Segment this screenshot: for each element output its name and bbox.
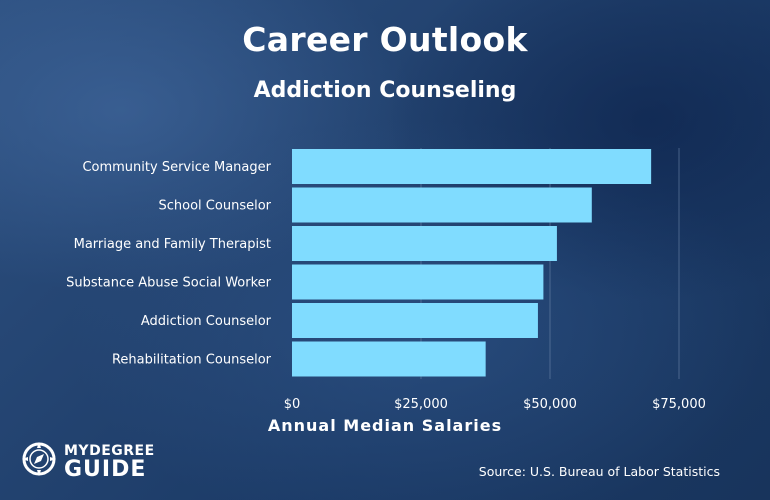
bar-1 [292,187,592,223]
bar-5 [292,341,486,377]
x-tick-label-0: $0 [284,397,301,412]
compass-icon [22,442,56,476]
x-tick-label-3: $75,000 [652,397,706,412]
x-tick-label-1: $25,000 [394,397,448,412]
category-label-3: Substance Abuse Social Worker [66,276,272,291]
logo-text-top: MYDEGREE [64,443,155,459]
bar-2 [292,226,557,261]
logo-text-bottom: GUIDE [64,457,147,482]
category-label-4: Addiction Counselor [141,314,272,329]
category-label-2: Marriage and Family Therapist [74,237,271,252]
bar-4 [292,303,538,338]
category-label-1: School Counselor [159,199,272,214]
x-axis-title: Annual Median Salaries [267,416,503,435]
category-label-5: Rehabilitation Counselor [112,353,272,368]
page-title: Career Outlook [242,20,528,59]
mydegreeguide-logo: MYDEGREE GUIDE [20,440,160,486]
page-subtitle: Addiction Counseling [253,78,517,103]
bar-3 [292,264,544,300]
category-label-0: Community Service Manager [82,160,271,175]
bar-0 [292,149,652,184]
x-tick-label-2: $50,000 [523,397,577,412]
source-note: Source: U.S. Bureau of Labor Statistics [478,464,720,479]
